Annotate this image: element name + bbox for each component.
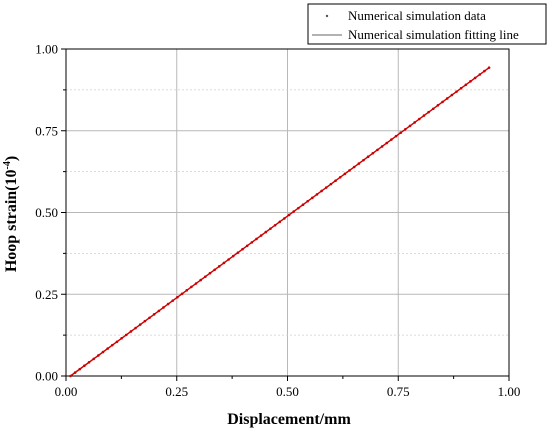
y-tick-label: 0.25 bbox=[35, 287, 58, 302]
y-tick-label: 0.00 bbox=[35, 369, 58, 384]
y-axis-title: Hoop strain(10-4) bbox=[2, 156, 20, 272]
legend: Numerical simulation data Numerical simu… bbox=[307, 3, 547, 45]
series-layer bbox=[69, 66, 491, 378]
x-axis-title: Displacement/mm bbox=[227, 411, 351, 428]
x-ticks: 0.00 0.25 0.50 0.75 1.00 bbox=[55, 376, 521, 399]
y-tick-label: 0.75 bbox=[35, 123, 58, 138]
legend-label-fit: Numerical simulation fitting line bbox=[348, 27, 519, 42]
x-tick-label: 0.75 bbox=[387, 384, 410, 399]
y-axis-title-exponent: -4 bbox=[2, 161, 13, 169]
x-tick-label: 0.00 bbox=[55, 384, 78, 399]
y-tick-label: 1.00 bbox=[35, 42, 58, 57]
legend-box bbox=[307, 3, 547, 45]
x-tick-label: 1.00 bbox=[498, 384, 521, 399]
y-tick-label: 0.50 bbox=[35, 205, 58, 220]
y-axis-title-close: ) bbox=[3, 156, 20, 161]
y-axis-title-main: Hoop strain(10 bbox=[3, 170, 20, 273]
x-tick-label: 0.50 bbox=[276, 384, 299, 399]
grid bbox=[66, 49, 509, 376]
legend-label-data: Numerical simulation data bbox=[348, 8, 486, 23]
legend-marker-data bbox=[325, 14, 329, 18]
x-tick-label: 0.25 bbox=[165, 384, 188, 399]
y-ticks: 0.00 0.25 0.50 0.75 1.00 bbox=[35, 42, 66, 384]
fit-line bbox=[70, 67, 490, 377]
